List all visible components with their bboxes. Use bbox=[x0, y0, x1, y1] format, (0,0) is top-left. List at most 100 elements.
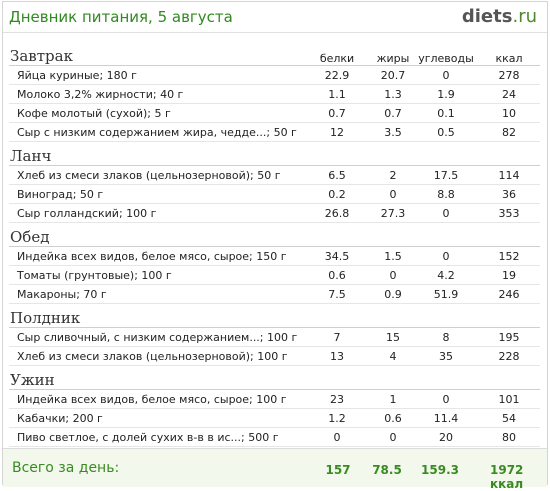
food-row[interactable]: Сыр сливочный, с низким содержанием...; … bbox=[9, 328, 540, 347]
food-carbs: 8 bbox=[414, 328, 478, 347]
food-protein: 34.5 bbox=[302, 247, 372, 266]
food-name: Макароны; 70 г bbox=[9, 285, 302, 304]
food-fat: 27.3 bbox=[372, 204, 414, 223]
meal-header-spacer bbox=[372, 223, 414, 247]
meal-header-row: Ужин bbox=[9, 366, 540, 390]
food-row[interactable]: Сыр голландский; 100 г 26.8 27.3 0 353 bbox=[9, 204, 540, 223]
food-carbs: 1.9 bbox=[414, 85, 478, 104]
food-carbs: 0.1 bbox=[414, 104, 478, 123]
food-protein: 6.5 bbox=[302, 166, 372, 185]
food-protein: 0.7 bbox=[302, 104, 372, 123]
meal-header-row: Ланч bbox=[9, 142, 540, 166]
food-kcal: 114 bbox=[478, 166, 540, 185]
food-row[interactable]: Яйца куриные; 180 г 22.9 20.7 0 278 bbox=[9, 66, 540, 85]
meal-header-spacer bbox=[302, 223, 372, 247]
food-carbs: 17.5 bbox=[414, 166, 478, 185]
food-name: Пиво светлое, с долей сухих в-в в ис...;… bbox=[9, 428, 302, 447]
logo-tld: .ru bbox=[512, 6, 537, 27]
food-protein: 13 bbox=[302, 347, 372, 366]
column-header-protein: белки bbox=[302, 42, 372, 66]
food-row[interactable]: Кофе молотый (сухой); 5 г 0.7 0.7 0.1 10 bbox=[9, 104, 540, 123]
food-name: Кофе молотый (сухой); 5 г bbox=[9, 104, 302, 123]
food-carbs: 0 bbox=[414, 247, 478, 266]
food-fat: 4 bbox=[372, 347, 414, 366]
food-carbs: 4.2 bbox=[414, 266, 478, 285]
meal-title: Полдник bbox=[9, 304, 302, 328]
food-row[interactable]: Кабачки; 200 г 1.2 0.6 11.4 54 bbox=[9, 409, 540, 428]
food-row[interactable]: Хлеб из смеси злаков (цельнозерновой); 5… bbox=[9, 166, 540, 185]
food-carbs: 8.8 bbox=[414, 185, 478, 204]
food-fat: 0.9 bbox=[372, 285, 414, 304]
meal-header-row: Завтрак белки жиры углеводы ккал bbox=[9, 42, 540, 66]
diary-table: Завтрак белки жиры углеводы ккал Яйца куриные… bbox=[9, 42, 540, 447]
food-name: Индейка всех видов, белое мясо, сырое; 1… bbox=[9, 247, 302, 266]
total-carbs: 159.3 bbox=[421, 463, 459, 477]
meal-header-spacer bbox=[414, 366, 478, 390]
food-fat: 0.6 bbox=[372, 409, 414, 428]
food-fat: 15 bbox=[372, 328, 414, 347]
food-protein: 23 bbox=[302, 390, 372, 409]
meal-title: Ужин bbox=[9, 366, 302, 390]
food-kcal: 228 bbox=[478, 347, 540, 366]
food-row[interactable]: Индейка всех видов, белое мясо, сырое; 1… bbox=[9, 390, 540, 409]
site-logo[interactable]: diets.ru bbox=[462, 6, 537, 27]
column-header-kcal: ккал bbox=[478, 42, 540, 66]
food-protein: 1.2 bbox=[302, 409, 372, 428]
food-carbs: 0 bbox=[414, 390, 478, 409]
food-fat: 0.7 bbox=[372, 104, 414, 123]
food-name: Сыр голландский; 100 г bbox=[9, 204, 302, 223]
food-kcal: 80 bbox=[478, 428, 540, 447]
food-kcal: 246 bbox=[478, 285, 540, 304]
food-carbs: 0 bbox=[414, 204, 478, 223]
food-name: Хлеб из смеси злаков (цельнозерновой); 1… bbox=[9, 347, 302, 366]
food-name: Сыр сливочный, с низким содержанием...; … bbox=[9, 328, 302, 347]
food-protein: 26.8 bbox=[302, 204, 372, 223]
food-fat: 1.3 bbox=[372, 85, 414, 104]
food-kcal: 101 bbox=[478, 390, 540, 409]
food-row[interactable]: Молоко 3,2% жирности; 40 г 1.1 1.3 1.9 24 bbox=[9, 85, 540, 104]
meal-header-spacer bbox=[414, 304, 478, 328]
meal-header-spacer bbox=[302, 304, 372, 328]
food-row[interactable]: Томаты (грунтовые); 100 г 0.6 0 4.2 19 bbox=[9, 266, 540, 285]
food-row[interactable]: Индейка всех видов, белое мясо, сырое; 1… bbox=[9, 247, 540, 266]
food-name: Молоко 3,2% жирности; 40 г bbox=[9, 85, 302, 104]
food-carbs: 11.4 bbox=[414, 409, 478, 428]
column-header-carbs: углеводы bbox=[414, 42, 478, 66]
food-protein: 0.6 bbox=[302, 266, 372, 285]
food-fat: 20.7 bbox=[372, 66, 414, 85]
food-protein: 0.2 bbox=[302, 185, 372, 204]
column-header-fat: жиры bbox=[372, 42, 414, 66]
logo-name: diets bbox=[461, 6, 513, 27]
daily-totals-bar: Всего за день: 157 78.5 159.3 1972 ккал bbox=[3, 448, 547, 491]
food-fat: 3.5 bbox=[372, 123, 414, 142]
food-name: Индейка всех видов, белое мясо, сырое; 1… bbox=[9, 390, 302, 409]
meal-header-spacer bbox=[478, 223, 540, 247]
food-protein: 12 bbox=[302, 123, 372, 142]
meal-header-spacer bbox=[478, 366, 540, 390]
totals-label: Всего за день: bbox=[12, 460, 120, 476]
meal-header-spacer bbox=[478, 142, 540, 166]
food-protein: 7 bbox=[302, 328, 372, 347]
food-kcal: 24 bbox=[478, 85, 540, 104]
food-carbs: 0 bbox=[414, 66, 478, 85]
meal-header-spacer bbox=[372, 366, 414, 390]
food-name: Томаты (грунтовые); 100 г bbox=[9, 266, 302, 285]
food-kcal: 54 bbox=[478, 409, 540, 428]
food-fat: 2 bbox=[372, 166, 414, 185]
food-kcal: 10 bbox=[478, 104, 540, 123]
food-carbs: 51.9 bbox=[414, 285, 478, 304]
food-row[interactable]: Сыр с низким содержанием жира, чедде...;… bbox=[9, 123, 540, 142]
meal-header-spacer bbox=[414, 142, 478, 166]
meal-header-row: Полдник bbox=[9, 304, 540, 328]
food-row[interactable]: Макароны; 70 г 7.5 0.9 51.9 246 bbox=[9, 285, 540, 304]
food-kcal: 278 bbox=[478, 66, 540, 85]
page-title: Дневник питания, 5 августа bbox=[9, 8, 233, 26]
food-protein: 1.1 bbox=[302, 85, 372, 104]
food-name: Хлеб из смеси злаков (цельнозерновой); 5… bbox=[9, 166, 302, 185]
food-row[interactable]: Пиво светлое, с долей сухих в-в в ис...;… bbox=[9, 428, 540, 447]
food-carbs: 0.5 bbox=[414, 123, 478, 142]
food-row[interactable]: Виноград; 50 г 0.2 0 8.8 36 bbox=[9, 185, 540, 204]
food-row[interactable]: Хлеб из смеси злаков (цельнозерновой); 1… bbox=[9, 347, 540, 366]
food-fat: 1.5 bbox=[372, 247, 414, 266]
